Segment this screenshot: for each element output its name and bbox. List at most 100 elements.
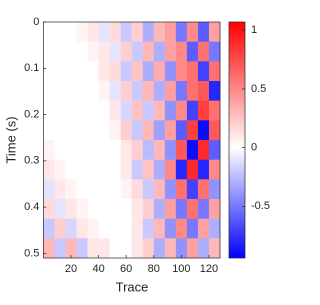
heatmap-cell [109, 100, 121, 121]
heatmap-cell [142, 81, 155, 101]
heatmap-cell [87, 140, 99, 160]
heatmap-cell [208, 100, 221, 121]
heatmap-cell [142, 22, 155, 42]
heatmap-cell [87, 159, 99, 180]
heatmap-cell [109, 81, 121, 101]
x-tick-label: 120 [200, 263, 218, 275]
heatmap-cell [131, 120, 144, 141]
heatmap-cell [54, 81, 66, 101]
y-tick-label: 0 [33, 16, 39, 28]
heatmap-cell [43, 218, 55, 239]
chart: Trace Time (s) 20 40 60 80 100 120 0 0.1 0.2 0.3 0… [3, 16, 270, 295]
heatmap-cell [109, 120, 121, 141]
heatmap-cell [208, 22, 221, 42]
heatmap-cell [142, 140, 155, 160]
heatmap-cell [197, 22, 210, 42]
heatmap-cell [65, 238, 77, 259]
heatmap-cell [43, 140, 55, 160]
heatmap-cell [65, 81, 77, 101]
heatmap-cell [208, 199, 221, 219]
heatmap-cell [65, 140, 77, 160]
heatmap-cell [120, 100, 132, 121]
heatmap-cell [120, 61, 132, 82]
heatmap-cell [54, 120, 66, 141]
heatmap-cell [186, 238, 199, 259]
heatmap-cell [54, 100, 66, 121]
heatmap-cell [153, 41, 166, 62]
colorbar-tick-label: 0 [251, 142, 257, 154]
heatmap-cell [120, 81, 132, 101]
heatmap-cell [175, 22, 188, 42]
heatmap-cell [186, 81, 199, 101]
colorbar [228, 21, 246, 259]
heatmap-cell [186, 179, 199, 200]
heatmap-cell [76, 140, 88, 160]
heatmap-cell [76, 61, 88, 82]
heatmap-cell [109, 218, 121, 239]
heatmap-cell [54, 140, 66, 160]
heatmap-cell [54, 41, 66, 62]
colorbar-tick-label: -0.5 [251, 200, 270, 212]
heatmap-cell [98, 140, 110, 160]
heatmap-cell [109, 41, 121, 62]
heatmap-cell [186, 218, 199, 239]
heatmap-cell [120, 22, 132, 42]
heatmap-cell [142, 100, 155, 121]
heatmap-cell [164, 199, 177, 219]
heatmap-cell [120, 41, 132, 62]
heatmap-cell [65, 120, 77, 141]
heatmap-cell [164, 238, 177, 259]
heatmap-cell [175, 41, 188, 62]
heatmap-cell [175, 81, 188, 101]
heatmap-cell [142, 218, 155, 239]
heatmap-cell [98, 81, 110, 101]
heatmap-cell [109, 199, 121, 219]
heatmap-cell [98, 120, 110, 141]
heatmap-cell [186, 22, 199, 42]
heatmap-cell [109, 61, 121, 82]
heatmap-cell [208, 218, 221, 239]
heatmap-cell [120, 120, 132, 141]
heatmap-cell [175, 120, 188, 141]
x-tick-label: 20 [65, 263, 77, 275]
heatmap-cell [164, 218, 177, 239]
y-tick-label: 0.3 [24, 155, 39, 167]
heatmap-cell [54, 218, 66, 239]
heatmap-cell [142, 41, 155, 62]
heatmap-cell [43, 41, 55, 62]
heatmap-cell [153, 199, 166, 219]
heatmap-cell [98, 100, 110, 121]
heatmap-cell [131, 238, 144, 259]
heatmap-cell [153, 159, 166, 180]
heatmap-cell [153, 238, 166, 259]
heatmap-cell [153, 218, 166, 239]
heatmap-cell [131, 81, 144, 101]
heatmap-cell [76, 179, 88, 200]
heatmap-cell [175, 199, 188, 219]
x-tick-label: 40 [92, 263, 104, 275]
heatmap-cell [98, 159, 110, 180]
heatmap-cell [197, 179, 210, 200]
heatmap-cell [98, 41, 110, 62]
heatmap-cell [54, 159, 66, 180]
heatmap-cell [87, 199, 99, 219]
heatmap-cell [87, 238, 99, 259]
heatmap-cell [87, 81, 99, 101]
heatmap-cell [197, 199, 210, 219]
heatmap-cell [153, 81, 166, 101]
heatmap-cell [186, 140, 199, 160]
heatmap-cell [54, 179, 66, 200]
heatmap-cell [186, 61, 199, 82]
heatmap-cell [131, 218, 144, 239]
heatmap-cell [131, 100, 144, 121]
y-tick-label: 0.4 [24, 201, 39, 213]
heatmap-cell [197, 100, 210, 121]
y-tick-label: 0.5 [24, 247, 39, 259]
heatmap-cell [43, 81, 55, 101]
heatmap-cell [109, 179, 121, 200]
colorbar-tick-label: 1 [251, 24, 257, 36]
heatmap-cell [208, 81, 221, 101]
heatmap-cell [43, 179, 55, 200]
heatmap-cell [142, 159, 155, 180]
heatmap-cell [120, 238, 132, 259]
